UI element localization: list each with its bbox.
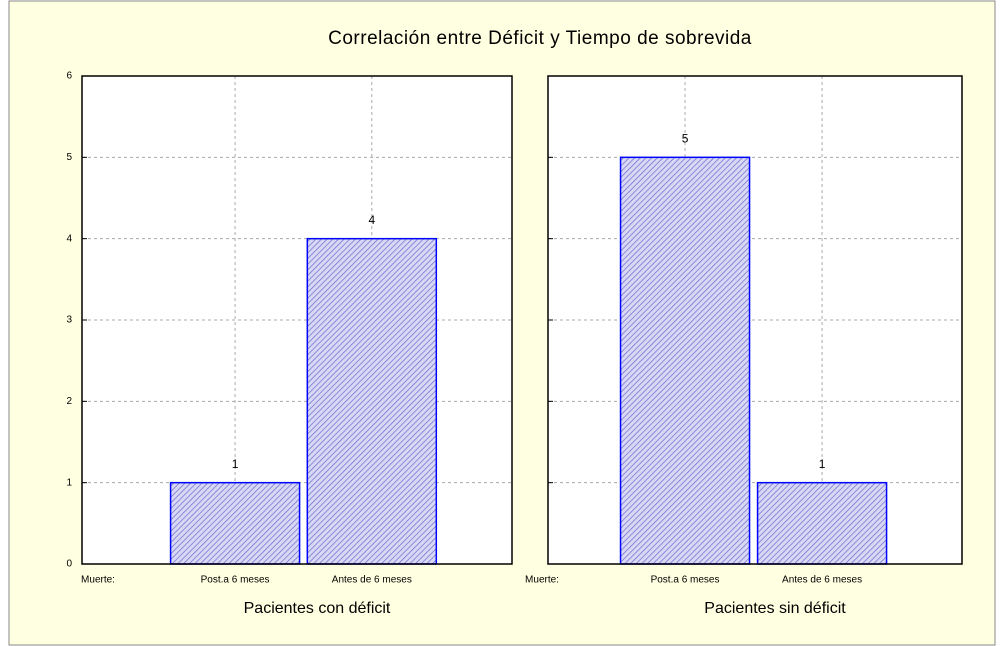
- y-tick-label: 4: [66, 233, 72, 244]
- bar: [619, 156, 751, 565]
- y-tick-label: 3: [66, 315, 72, 326]
- y-tick-label: 1: [66, 477, 72, 488]
- y-tick-label: 5: [66, 152, 72, 163]
- x-axis-label: Pacientes con déficit: [244, 600, 391, 617]
- category-axis-label: Muerte:: [81, 575, 115, 586]
- plot-frame: [547, 75, 963, 565]
- bar: [756, 481, 888, 565]
- bar: [306, 237, 438, 565]
- y-tick-label: 6: [66, 71, 72, 82]
- x-tick-label: Antes de 6 meses: [782, 575, 862, 586]
- x-axis-label: Pacientes sin déficit: [704, 600, 846, 617]
- data-label: 4: [368, 213, 375, 227]
- category-axis-label: Muerte:: [525, 575, 559, 586]
- data-label: 5: [682, 132, 689, 146]
- chart-title: Correlación entre Déficit y Tiempo de so…: [328, 28, 752, 49]
- plot-frame: [81, 75, 513, 565]
- y-tick-label: 2: [66, 396, 72, 407]
- x-tick-label: Post.a 6 meses: [201, 575, 270, 586]
- x-tick-label: Post.a 6 meses: [651, 575, 720, 586]
- y-tick-label: 0: [66, 559, 72, 570]
- bar: [169, 481, 301, 565]
- data-label: 1: [232, 457, 239, 471]
- data-label: 1: [819, 457, 826, 471]
- x-tick-label: Antes de 6 meses: [332, 575, 412, 586]
